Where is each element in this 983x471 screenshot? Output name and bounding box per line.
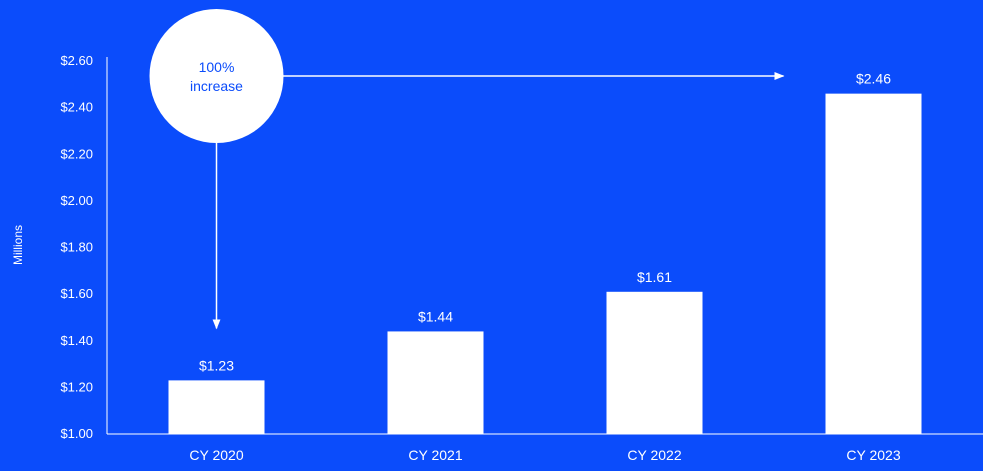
increase-callout: 100% increase	[149, 9, 785, 330]
y-tick-label: $2.20	[60, 146, 93, 161]
bar	[825, 93, 922, 434]
y-tick-label: $2.00	[60, 193, 93, 208]
y-tick-label: $1.00	[60, 426, 93, 441]
x-tick-label: CY 2020	[189, 447, 243, 463]
bars	[168, 93, 922, 434]
data-labels: $1.23 $1.44 $1.61 $2.46	[199, 71, 891, 374]
y-axis: $1.00 $1.20 $1.40 $1.60 $1.80 $2.00 $2.20 $2.40…	[60, 53, 108, 441]
x-tick-label: CY 2023	[846, 447, 900, 463]
callout-label: increase	[190, 78, 243, 94]
y-tick-label: $1.60	[60, 286, 93, 301]
bar	[168, 380, 265, 434]
data-label: $2.46	[856, 71, 891, 87]
data-label: $1.23	[199, 357, 234, 373]
callout-circle	[149, 9, 284, 143]
y-tick-label: $1.40	[60, 333, 93, 348]
x-tick-label: CY 2022	[627, 447, 681, 463]
y-axis-label: Millions	[11, 225, 25, 265]
bar	[606, 291, 703, 434]
y-tick-label: $1.20	[60, 379, 93, 394]
y-tick-label: $1.80	[60, 240, 93, 255]
x-tick-label: CY 2021	[408, 447, 462, 463]
y-tick-label: $2.60	[60, 53, 93, 68]
data-label: $1.44	[418, 308, 453, 324]
bar	[387, 331, 484, 434]
callout-percent: 100%	[199, 59, 235, 75]
y-tick-label: $2.40	[60, 100, 93, 115]
x-axis: CY 2020 CY 2021 CY 2022 CY 2023	[107, 433, 983, 463]
data-label: $1.61	[637, 269, 672, 285]
